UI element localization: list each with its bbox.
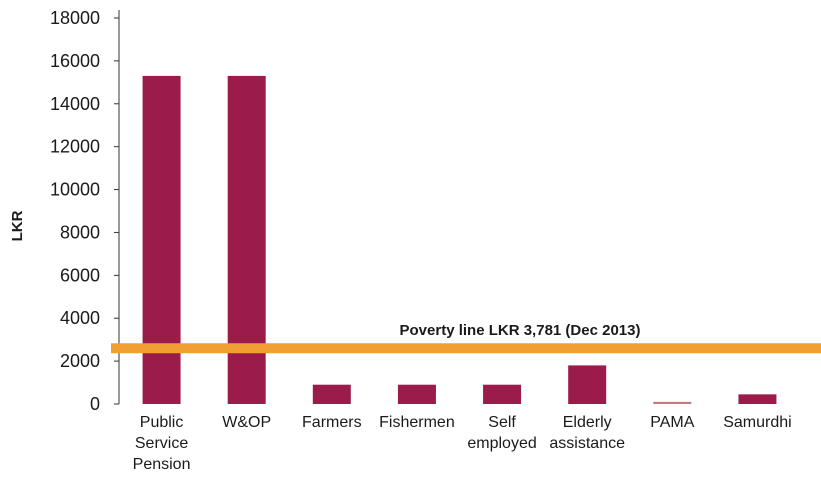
x-tick-label: Elderly assistance bbox=[549, 414, 625, 452]
bar bbox=[227, 75, 266, 405]
x-tick-label: Farmers bbox=[302, 414, 362, 431]
y-axis-label: LKR bbox=[9, 210, 26, 241]
x-tick-label: Public Service Pension bbox=[133, 414, 191, 473]
y-tick-label: 16000 bbox=[50, 51, 100, 71]
bars bbox=[142, 75, 777, 405]
y-axis: 0 2000 4000 6000 8000 10000 12000 14000 16000 180… bbox=[50, 8, 120, 414]
y-tick-label: 4000 bbox=[60, 308, 100, 328]
x-tick-label: Fishermen bbox=[379, 414, 455, 431]
y-tick-label: 18000 bbox=[50, 8, 100, 28]
x-tick-label: Self employed bbox=[467, 414, 536, 452]
x-tick-label: W&OP bbox=[222, 414, 271, 431]
bar bbox=[397, 384, 436, 404]
y-tick-label: 8000 bbox=[60, 222, 100, 242]
y-tick-label: 14000 bbox=[50, 94, 100, 114]
y-tick-label: 0 bbox=[90, 394, 100, 414]
bar bbox=[568, 365, 607, 404]
poverty-line-label: Poverty line LKR 3,781 (Dec 2013) bbox=[400, 322, 641, 339]
bar bbox=[738, 394, 777, 404]
y-tick-label: 6000 bbox=[60, 265, 100, 285]
x-tick-label: PAMA bbox=[650, 414, 694, 431]
x-axis: Public Service Pension W&OP Farmers Fishermen… bbox=[133, 414, 792, 473]
poverty-line-group: Poverty line LKR 3,781 (Dec 2013) bbox=[111, 322, 821, 354]
bar bbox=[653, 401, 692, 404]
bar bbox=[312, 384, 351, 404]
y-tick-label: 10000 bbox=[50, 180, 100, 200]
bar bbox=[483, 384, 522, 404]
y-tick-label: 2000 bbox=[60, 351, 100, 371]
poverty-line bbox=[111, 343, 821, 354]
bar bbox=[142, 75, 181, 405]
y-tick-label: 12000 bbox=[50, 137, 100, 157]
x-tick-label: Samurdhi bbox=[723, 414, 791, 431]
